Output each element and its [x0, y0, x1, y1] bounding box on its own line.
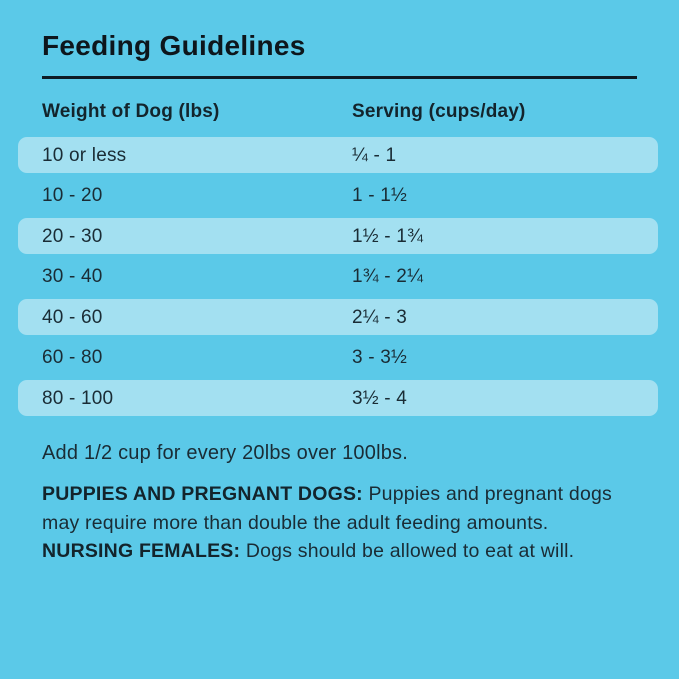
table-row: 10 or less ¼ - 1 — [18, 137, 658, 173]
serving-range: 1½ - 1¾ — [352, 225, 424, 247]
nursing-females-text: Dogs should be allowed to eat at will. — [240, 540, 575, 562]
table-row: 20 - 30 1½ - 1¾ — [18, 218, 658, 254]
puppies-pregnant-label: PUPPIES AND PREGNANT DOGS: — [42, 483, 363, 505]
page-title: Feeding Guidelines — [42, 30, 306, 61]
serving-range: 3 - 3½ — [352, 347, 408, 368]
table-row: 40 - 60 2¼ - 3 — [18, 299, 658, 335]
weight-range: 20 - 30 — [42, 225, 103, 247]
serving-range: ¼ - 1 — [352, 144, 397, 166]
special-feeding-note: PUPPIES AND PREGNANT DOGS: Puppies and p… — [42, 480, 644, 566]
title-divider — [42, 76, 637, 79]
column-header-serving: Serving (cups/day) — [352, 101, 526, 122]
column-header-weight: Weight of Dog (lbs) — [42, 101, 220, 122]
nursing-females-label: NURSING FEMALES: — [42, 540, 241, 562]
serving-range: 3½ - 4 — [352, 387, 408, 409]
weight-range: 80 - 100 — [42, 387, 114, 409]
serving-range: 1 - 1½ — [352, 185, 408, 206]
puppies-pregnant-text: Puppies and pregnant dogs may require mo… — [42, 483, 612, 534]
table-row: 60 - 80 3 - 3½ — [18, 340, 658, 376]
weight-range: 40 - 60 — [42, 306, 103, 328]
table-row: 30 - 40 1¾ - 2¼ — [18, 259, 658, 295]
serving-range: 2¼ - 3 — [352, 306, 408, 328]
weight-range: 10 - 20 — [42, 185, 103, 206]
weight-range: 30 - 40 — [42, 266, 103, 287]
weight-range: 60 - 80 — [42, 347, 103, 368]
over-100lbs-note: Add 1/2 cup for every 20lbs over 100lbs. — [42, 442, 408, 464]
weight-range: 10 or less — [42, 144, 127, 166]
table-header-row: Weight of Dog (lbs) Serving (cups/day) — [42, 101, 637, 123]
feeding-table: 10 or less ¼ - 1 10 - 20 1 - 1½ 20 - 30 … — [18, 137, 658, 416]
serving-range: 1¾ - 2¼ — [352, 266, 424, 287]
table-row: 80 - 100 3½ - 4 — [18, 380, 658, 416]
table-row: 10 - 20 1 - 1½ — [18, 178, 658, 214]
